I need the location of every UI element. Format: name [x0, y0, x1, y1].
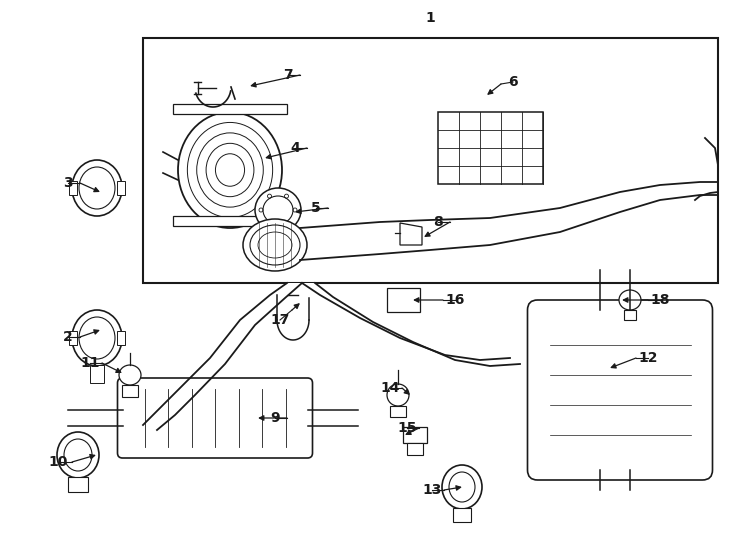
Text: 9: 9	[270, 411, 280, 425]
Text: 10: 10	[48, 455, 68, 469]
Bar	[403, 427, 427, 443]
Bar	[69, 331, 77, 345]
Text: 13: 13	[422, 483, 442, 497]
Text: 4: 4	[290, 141, 300, 155]
Ellipse shape	[387, 384, 409, 406]
Text: 8: 8	[433, 215, 443, 229]
Text: 17: 17	[270, 313, 290, 327]
Text: 6: 6	[508, 75, 517, 89]
Text: 14: 14	[380, 381, 400, 395]
Text: 15: 15	[397, 421, 417, 435]
Polygon shape	[287, 283, 333, 295]
Text: 2: 2	[63, 330, 73, 344]
Text: 3: 3	[63, 176, 73, 190]
Ellipse shape	[57, 432, 99, 478]
Text: 7: 7	[283, 68, 293, 82]
FancyBboxPatch shape	[528, 300, 713, 480]
Polygon shape	[400, 223, 422, 245]
Polygon shape	[387, 288, 420, 312]
Ellipse shape	[119, 365, 141, 385]
Bar	[437, 112, 542, 184]
FancyBboxPatch shape	[117, 378, 313, 458]
Bar	[122, 385, 138, 397]
Ellipse shape	[255, 188, 301, 232]
Bar	[90, 365, 104, 383]
Bar	[173, 104, 287, 114]
Ellipse shape	[72, 160, 122, 216]
Text: 11: 11	[80, 356, 100, 370]
Text: 16: 16	[446, 293, 465, 307]
Text: 18: 18	[650, 293, 669, 307]
Ellipse shape	[243, 219, 307, 271]
Bar	[390, 406, 406, 417]
Text: 12: 12	[639, 351, 658, 365]
Ellipse shape	[442, 465, 482, 509]
Bar	[117, 331, 125, 345]
Bar	[624, 310, 636, 320]
Text: 5: 5	[311, 201, 321, 215]
Bar	[68, 477, 88, 492]
Bar	[407, 443, 423, 455]
Bar	[143, 38, 718, 283]
Bar	[173, 216, 287, 226]
Ellipse shape	[72, 310, 122, 366]
Bar	[69, 181, 77, 195]
Bar	[117, 181, 125, 195]
Text: 1: 1	[425, 11, 435, 25]
Ellipse shape	[178, 112, 282, 228]
Bar	[453, 508, 471, 522]
Ellipse shape	[619, 290, 641, 310]
